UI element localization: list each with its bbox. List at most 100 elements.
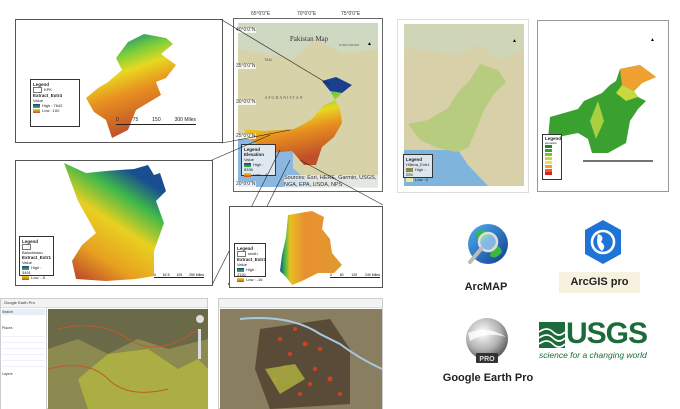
high-swatch	[244, 162, 251, 167]
kpk-legend: Legend KPK Extract_Extr4 Value High : 76…	[30, 79, 80, 127]
boundary-label: sindh	[248, 251, 258, 257]
tan-label: TAN	[264, 57, 272, 62]
scale-label: 0	[154, 273, 156, 277]
layer-name: Extract_Extr3	[237, 257, 267, 262]
pakistan-classified-elevation-map: ▲ Legend elevation	[537, 20, 669, 192]
scale-label: 120	[351, 273, 358, 277]
high-swatch	[406, 167, 413, 172]
layer-name: elevation	[545, 140, 558, 145]
lon-label: 65°0'0"E	[251, 11, 271, 17]
google-earth-window-right	[218, 298, 383, 409]
scale-label: 150	[152, 117, 161, 123]
high-label: High : 7642	[42, 103, 63, 108]
boundary-label: Balochistan	[22, 250, 43, 255]
low-swatch	[406, 177, 413, 182]
lat-label: 35°0'0"N	[235, 63, 257, 69]
scale-label: 125	[176, 273, 183, 277]
low-label: Low : -5	[31, 275, 46, 280]
google-earth-window-left: Google Earth Pro Search Places Layers	[0, 298, 208, 409]
navigation-control-icon[interactable]	[196, 315, 204, 323]
pakistan-elevation-map: Pakistan Map AFGHANISTAN TAN KYRGYZSTAN …	[233, 18, 383, 192]
balochistan-legend: Legend Balochistan Extract_Extr1 Value H…	[19, 236, 54, 280]
layer-name: Extract_Extr1	[22, 255, 52, 260]
value-label: Value	[237, 262, 247, 267]
satellite-view-right[interactable]	[220, 309, 382, 409]
satellite-view-left[interactable]	[48, 309, 208, 409]
search-panel[interactable]: Search	[2, 309, 45, 315]
boundary-label: KPK	[44, 87, 53, 93]
arcgis-pro-label: ArcGIS pro	[559, 272, 640, 293]
scale-label: 300 Miles	[174, 117, 196, 123]
high-label: High : 8336	[244, 162, 264, 172]
pro-badge: PRO	[479, 356, 495, 363]
green-map-shape: ▲	[548, 37, 656, 162]
high-swatch	[33, 103, 40, 108]
pakistan-legend: Legend Elevation Value High : 8336 Low :…	[241, 144, 276, 177]
google-earth-pro-label: Google Earth Pro	[442, 372, 534, 384]
legend-title: Legend	[244, 147, 261, 152]
value-label: Value	[33, 98, 43, 103]
hillshade-map: ▲ Legend Hillsha_Extr1 High : 255 Low : …	[397, 19, 529, 193]
value-label: Value	[22, 260, 32, 265]
google-earth-pro-logo: PRO	[462, 315, 512, 367]
hillshade-legend: Legend Hillsha_Extr1 High : 255 Low : 0	[403, 154, 433, 182]
legend-title: Legend	[33, 82, 50, 87]
low-label: Low : -4	[253, 172, 268, 177]
map-title: Pakistan Map	[290, 35, 329, 43]
high-swatch	[22, 265, 29, 270]
legend-title: Legend	[22, 239, 39, 244]
usgs-wave-icon	[538, 322, 566, 348]
window-title: Google Earth Pro	[1, 299, 207, 308]
sindh-scale-bar: 0 60 120 240 Miles	[330, 273, 380, 278]
high-label: High : 2152	[237, 267, 257, 277]
low-swatch	[22, 275, 29, 280]
kpk-elevation-map: Legend KPK Extract_Extr4 Value High : 76…	[15, 19, 223, 143]
low-label: Low : 0	[415, 177, 428, 182]
high-label: High : 3461	[22, 265, 42, 275]
lat-label: 30°0'0"N	[235, 99, 257, 105]
low-swatch	[244, 172, 251, 177]
sindh-legend: Legend sindh Extract_Extr3 Value High : …	[234, 243, 267, 282]
arcmap-label: ArcMAP	[464, 281, 508, 293]
lon-label: 75°0'0"E	[341, 11, 361, 17]
lat-label: 40°0'0"N	[235, 27, 257, 33]
legend-title: Legend	[406, 157, 423, 162]
scale-label: 75	[132, 117, 139, 123]
north-arrow-icon: ▲	[367, 41, 372, 47]
low-swatch	[33, 108, 40, 113]
north-arrow-icon: ▲	[512, 38, 517, 44]
balochistan-elevation-map: Legend Balochistan Extract_Extr1 Value H…	[15, 160, 213, 286]
legend-title: Legend	[545, 136, 562, 141]
scale-label: 0	[116, 117, 119, 123]
layer-name: Extract_Extr4	[33, 93, 63, 98]
classified-legend: Legend elevation	[542, 134, 562, 180]
arcgis-pro-icon	[585, 220, 621, 264]
low-label: Low : 100	[42, 108, 60, 113]
scale-label: 62.5	[162, 273, 170, 277]
layers-panel[interactable]: Layers	[2, 372, 13, 376]
lon-label: 70°0'0"E	[297, 11, 317, 17]
scale-label: 60	[339, 273, 344, 277]
arcmap-globe-icon	[468, 224, 508, 264]
afghanistan-label: AFGHANISTAN	[264, 95, 303, 100]
map-credit: Sources: Esri, HERE, Garmin, USGS, NGA, …	[284, 175, 378, 188]
places-sidebar: Search Places Layers	[1, 308, 47, 409]
google-earth-pro-icon: PRO	[466, 318, 508, 363]
sindh-map-shape	[280, 211, 342, 285]
usgs-wordmark: USGS	[566, 317, 648, 350]
kpk-map-shape	[86, 34, 176, 138]
kyrgyzstan-label: KYRGYZSTAN	[339, 43, 359, 47]
legend-title: Legend	[237, 246, 254, 251]
arcgis-pro-logo	[581, 218, 625, 266]
lat-label: 25°0'0"N	[235, 133, 257, 139]
usgs-tagline: science for a changing world	[539, 350, 647, 360]
places-panel[interactable]: Places	[2, 326, 13, 330]
scale-label: 0	[330, 273, 332, 277]
zoom-slider[interactable]	[198, 329, 201, 359]
layer-name: Elevation	[244, 152, 265, 157]
pakistan-lon-labels: 65°0'0"E 70°0'0"E 75°0'0"E	[233, 11, 383, 18]
scale-label: 250 Miles	[189, 273, 204, 277]
high-swatch	[237, 267, 244, 272]
layer-name: Hillsha_Extr1	[406, 162, 430, 167]
arcmap-logo	[462, 222, 510, 270]
